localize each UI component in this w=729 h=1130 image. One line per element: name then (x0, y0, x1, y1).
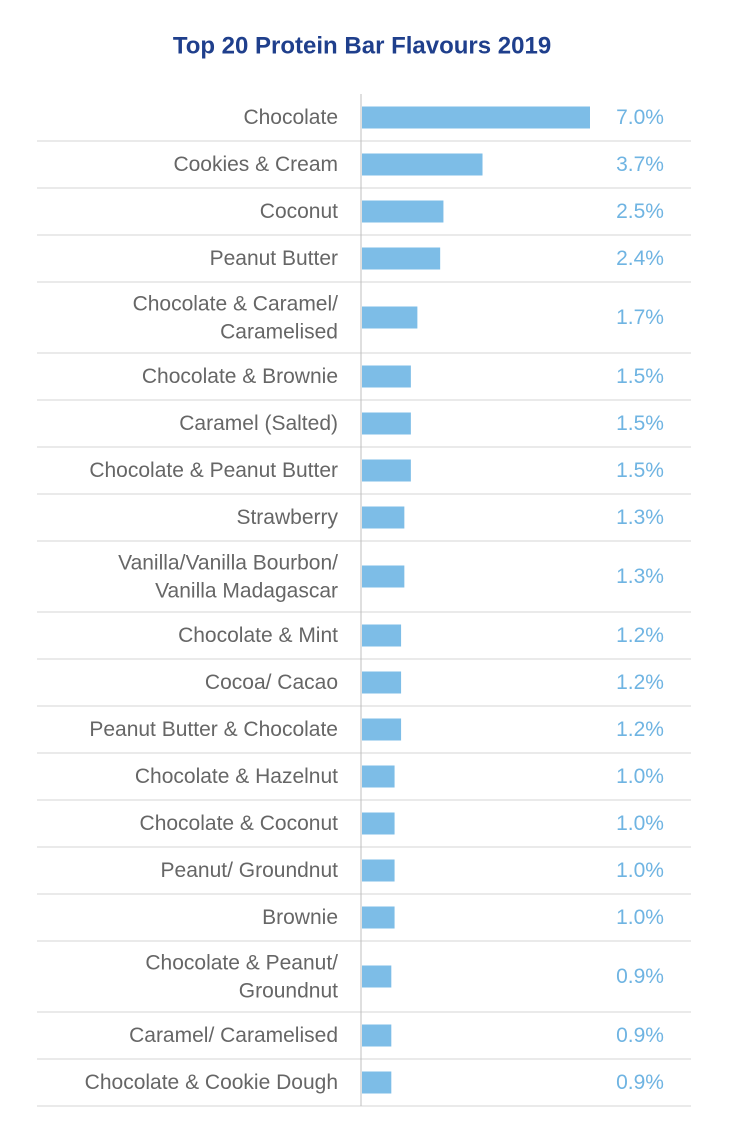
category-label: Coconut (260, 200, 338, 223)
bar (362, 671, 402, 694)
value-label: 1.2% (616, 718, 664, 741)
category-label: Strawberry (236, 506, 338, 529)
category-label: Chocolate & Cookie Dough (85, 1071, 338, 1094)
bar (362, 906, 395, 929)
value-label: 0.9% (616, 965, 664, 988)
value-label: 1.2% (616, 624, 664, 647)
bar (362, 153, 483, 176)
chart-title: Top 20 Protein Bar Flavours 2019 (173, 32, 551, 59)
bar (362, 1071, 392, 1094)
category-label: Chocolate & Caramel/Caramelised (133, 292, 339, 343)
category-label: Chocolate & Brownie (142, 365, 338, 388)
category-label: Chocolate & Peanut Butter (89, 459, 338, 482)
value-label: 0.9% (616, 1071, 664, 1094)
bar (362, 459, 411, 482)
category-label: Chocolate & Peanut/Groundnut (145, 951, 338, 1002)
bar (362, 506, 405, 529)
value-label: 1.5% (616, 412, 664, 435)
category-label: Brownie (262, 906, 338, 929)
category-label: Cocoa/ Cacao (205, 671, 338, 694)
category-label: Chocolate & Coconut (140, 812, 339, 835)
value-label: 3.7% (616, 153, 664, 176)
category-label: Caramel (Salted) (179, 412, 338, 435)
value-label: 1.0% (616, 906, 664, 929)
value-label: 1.5% (616, 365, 664, 388)
bar (362, 812, 395, 835)
category-label: Peanut Butter & Chocolate (89, 718, 338, 741)
value-label: 1.7% (616, 306, 664, 329)
value-label: 1.0% (616, 765, 664, 788)
bar (362, 106, 590, 129)
category-label: Caramel/ Caramelised (129, 1024, 338, 1047)
value-label: 1.0% (616, 812, 664, 835)
bar (362, 1024, 392, 1047)
value-label: 1.3% (616, 506, 664, 529)
bar (362, 565, 405, 588)
category-label: Chocolate & Hazelnut (135, 765, 338, 788)
bar (362, 765, 395, 788)
category-label: Vanilla/Vanilla Bourbon/Vanilla Madagasc… (118, 551, 338, 602)
category-label: Chocolate (243, 106, 338, 129)
value-label: 1.5% (616, 459, 664, 482)
value-label: 2.4% (616, 247, 664, 270)
category-label: Peanut Butter (210, 247, 338, 270)
bar (362, 718, 402, 741)
bar (362, 247, 441, 270)
value-label: 0.9% (616, 1024, 664, 1047)
bar (362, 306, 418, 329)
bar (362, 365, 411, 388)
category-label: Peanut/ Groundnut (161, 859, 339, 882)
value-label: 1.2% (616, 671, 664, 694)
value-label: 1.0% (616, 859, 664, 882)
value-label: 1.3% (616, 565, 664, 588)
category-label: Chocolate & Mint (178, 624, 338, 647)
bar (362, 624, 402, 647)
bar (362, 200, 444, 223)
category-label: Cookies & Cream (173, 153, 338, 176)
value-label: 7.0% (616, 106, 664, 129)
bar (362, 859, 395, 882)
value-label: 2.5% (616, 200, 664, 223)
bar (362, 412, 411, 435)
bar (362, 965, 392, 988)
